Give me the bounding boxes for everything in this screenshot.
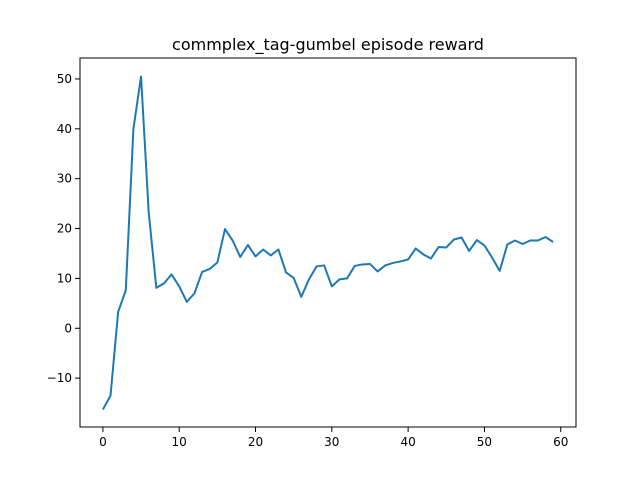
chart-title: commplex_tag-gumbel episode reward	[172, 35, 484, 55]
x-tick-label: 60	[553, 435, 568, 449]
x-tick-label: 10	[172, 435, 187, 449]
x-tick-label: 30	[324, 435, 339, 449]
x-tick-label: 20	[248, 435, 263, 449]
y-tick-label: 30	[57, 172, 72, 186]
y-tick-label: 20	[57, 222, 72, 236]
y-tick-label: 10	[57, 271, 72, 285]
y-tick-label: 0	[64, 321, 72, 335]
y-tick-label: 40	[57, 122, 72, 136]
y-tick-label: −10	[47, 371, 72, 385]
plot-frame	[79, 57, 577, 428]
y-tick-label: 50	[57, 72, 72, 86]
x-tick-label: 0	[99, 435, 107, 449]
series-line	[102, 75, 554, 411]
x-tick-label: 40	[400, 435, 415, 449]
x-tick-label: 50	[477, 435, 492, 449]
